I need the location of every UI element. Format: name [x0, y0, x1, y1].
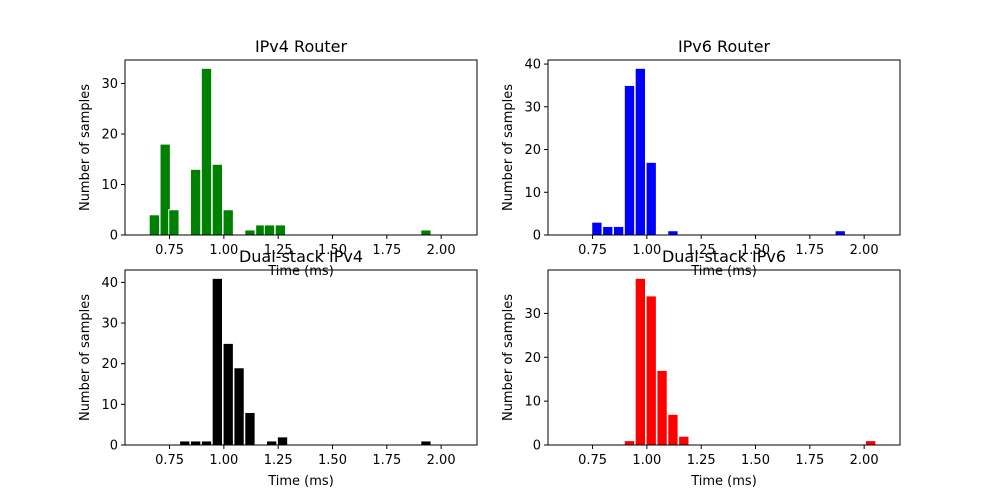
- axes-frame: [547, 59, 901, 236]
- x-tick-label: 2.00: [427, 453, 456, 468]
- histogram-bar: [645, 295, 657, 446]
- histogram-bar: [179, 440, 191, 446]
- x-tick-label: 0.75: [155, 243, 184, 258]
- y-tick-label: 40: [524, 58, 541, 73]
- histogram-bar: [200, 440, 213, 446]
- histogram-bar: [274, 224, 287, 236]
- histogram-bar: [222, 342, 234, 446]
- histogram-bar: [222, 209, 234, 236]
- y-axis-label: Number of samples: [501, 294, 516, 421]
- x-tick-label: 1.25: [264, 453, 293, 468]
- x-tick-label: 1.00: [209, 243, 238, 258]
- histogram-bar: [591, 221, 603, 236]
- subplot-2: 0.75 1.00 1.25 1.50 1.75 2.00 0 10 20 30 40 Time (m…: [501, 37, 901, 279]
- histogram-bar: [634, 67, 647, 236]
- x-axis-label: Time (ms): [267, 474, 334, 489]
- histogram-bar: [623, 84, 636, 236]
- histogram-bar: [200, 67, 213, 236]
- histogram-bar: [645, 161, 657, 236]
- histogram-bar: [602, 225, 614, 236]
- y-tick-label: 30: [524, 307, 541, 322]
- subplot-title: IPv4 Router: [255, 37, 348, 56]
- y-axis-label: Number of samples: [501, 84, 516, 211]
- y-tick-label: 30: [101, 77, 118, 92]
- y-tick-label: 0: [533, 229, 541, 244]
- subplot-1: 0.75 1.00 1.25 1.50 1.75 2.00 0 10 20 30 Time (ms)…: [78, 37, 478, 279]
- x-tick-label: 2.00: [850, 453, 879, 468]
- x-tick-label: 1.75: [372, 243, 401, 258]
- x-tick-label: 2.00: [427, 243, 456, 258]
- histogram-bar: [678, 435, 690, 446]
- subplot-4: 0.75 1.00 1.25 1.50 1.75 2.00 0 10 20 30 Time (ms)…: [501, 247, 901, 489]
- y-tick-label: 20: [524, 351, 541, 366]
- y-axis-label: Number of samples: [78, 84, 93, 211]
- subplot-title: Dual-stack IPv4: [239, 247, 363, 266]
- histogram-bar: [667, 413, 679, 446]
- histogram-bar: [211, 163, 224, 236]
- x-tick-label: 1.75: [372, 453, 401, 468]
- histogram-bar: [420, 440, 432, 446]
- x-tick-label: 0.75: [578, 243, 607, 258]
- axes-frame: [124, 59, 478, 236]
- histogram-bar: [263, 224, 276, 236]
- x-tick-label: 1.50: [318, 453, 347, 468]
- histogram-bar: [656, 369, 668, 446]
- histogram-bar: [623, 440, 636, 446]
- subplot-title: IPv6 Router: [678, 37, 771, 56]
- y-tick-label: 40: [101, 276, 118, 291]
- y-tick-label: 10: [524, 186, 541, 201]
- y-tick-label: 10: [524, 395, 541, 410]
- y-tick-label: 20: [101, 357, 118, 372]
- subplot-title: Dual-stack IPv6: [662, 247, 786, 266]
- histogram-bar: [168, 209, 180, 236]
- histogram-bar: [148, 214, 160, 236]
- histogram-bar: [189, 168, 202, 236]
- y-tick-label: 10: [101, 398, 118, 413]
- histogram-bar: [244, 411, 256, 446]
- x-tick-label: 1.00: [632, 453, 661, 468]
- x-tick-label: 1.50: [741, 243, 770, 258]
- y-tick-label: 0: [110, 229, 118, 244]
- y-axis-label: Number of samples: [78, 294, 93, 421]
- axes-frame: [124, 269, 478, 446]
- x-tick-label: 0.75: [155, 453, 184, 468]
- histogram-bar: [233, 367, 245, 446]
- x-tick-label: 0.75: [578, 453, 607, 468]
- histogram-bar: [211, 277, 224, 446]
- x-axis-label: Time (ms): [267, 264, 334, 279]
- histogram-bar: [667, 230, 679, 236]
- y-tick-label: 30: [524, 100, 541, 115]
- x-tick-label: 2.00: [850, 243, 879, 258]
- x-axis-label: Time (ms): [690, 474, 757, 489]
- y-tick-label: 20: [101, 127, 118, 142]
- y-tick-label: 10: [101, 178, 118, 193]
- x-tick-label: 1.25: [264, 243, 293, 258]
- histogram-bar: [189, 440, 202, 446]
- x-tick-label: 1.50: [741, 453, 770, 468]
- x-tick-label: 1.25: [687, 243, 716, 258]
- y-tick-label: 0: [110, 439, 118, 454]
- x-tick-label: 1.50: [318, 243, 347, 258]
- histogram-bar: [865, 440, 877, 446]
- histogram-bar: [244, 229, 256, 236]
- y-tick-label: 0: [533, 439, 541, 454]
- histogram-bar: [834, 230, 846, 236]
- histogram-bar: [634, 277, 647, 446]
- x-tick-label: 1.75: [795, 243, 824, 258]
- x-tick-label: 1.00: [632, 243, 661, 258]
- subplot-3: 0.75 1.00 1.25 1.50 1.75 2.00 0 10 20 30 40 Time (m…: [78, 247, 478, 489]
- histogram-bar: [612, 225, 625, 236]
- histogram-bar: [276, 436, 289, 446]
- histogram-bar: [266, 440, 278, 446]
- histogram-bar: [420, 229, 432, 236]
- x-tick-label: 1.25: [687, 453, 716, 468]
- x-axis-label: Time (ms): [690, 264, 757, 279]
- y-tick-label: 30: [101, 317, 118, 332]
- x-tick-label: 1.00: [209, 453, 238, 468]
- y-tick-label: 20: [524, 143, 541, 158]
- x-tick-label: 1.75: [795, 453, 824, 468]
